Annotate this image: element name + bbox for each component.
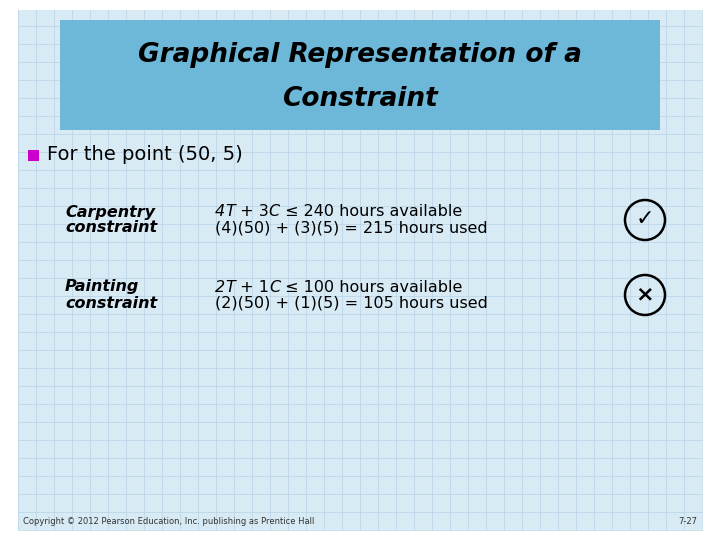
Text: (2)(50) + (1)(5) = 105 hours used: (2)(50) + (1)(5) = 105 hours used [215,295,488,310]
Text: 4: 4 [215,205,225,219]
Text: 7-27: 7-27 [678,516,697,525]
Text: ≤ 100 hours available: ≤ 100 hours available [280,280,462,294]
Text: + 1: + 1 [235,280,269,294]
Text: + 3: + 3 [235,205,269,219]
Text: Carpentry: Carpentry [65,205,155,219]
Text: ✓: ✓ [636,209,654,229]
Text: 2: 2 [215,280,225,294]
Text: (4)(50) + (3)(5) = 215 hours used: (4)(50) + (3)(5) = 215 hours used [215,220,487,235]
Text: Painting: Painting [65,280,140,294]
FancyBboxPatch shape [60,20,660,130]
Text: T: T [225,280,235,294]
Text: Graphical Representation of a: Graphical Representation of a [138,42,582,68]
Text: ×: × [636,284,654,304]
Text: Copyright © 2012 Pearson Education, Inc. publishing as Prentice Hall: Copyright © 2012 Pearson Education, Inc.… [23,516,315,525]
Text: For the point (50, 5): For the point (50, 5) [47,145,243,165]
Text: ≤ 240 hours available: ≤ 240 hours available [280,205,462,219]
FancyBboxPatch shape [28,150,39,160]
Text: constraint: constraint [65,220,157,235]
Text: Constraint: Constraint [282,86,438,112]
Text: C: C [269,280,280,294]
FancyBboxPatch shape [18,10,702,530]
Text: constraint: constraint [65,295,157,310]
Text: C: C [269,205,280,219]
Text: T: T [225,205,235,219]
